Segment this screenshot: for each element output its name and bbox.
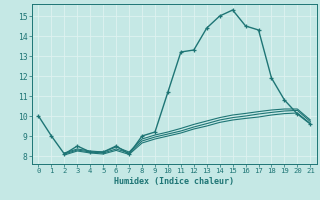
X-axis label: Humidex (Indice chaleur): Humidex (Indice chaleur) [115, 177, 234, 186]
